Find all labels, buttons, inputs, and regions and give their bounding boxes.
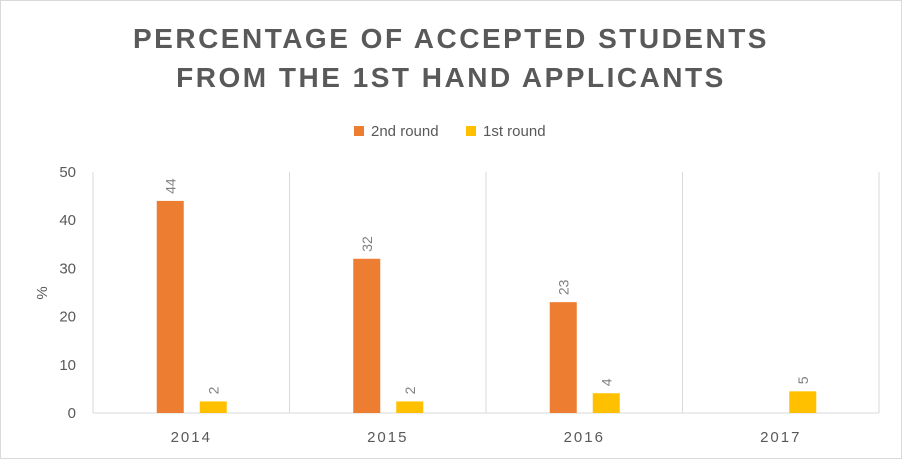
y-tick-label: 40: [59, 212, 76, 229]
bar-1st-round: [592, 393, 620, 413]
bar-1st-round: [789, 391, 817, 413]
bar-2nd-round: [549, 302, 577, 413]
chart-title: PERCENTAGE OF ACCEPTED STUDENTS FROM THE…: [1, 19, 901, 97]
y-tick-label: 50: [59, 164, 76, 181]
legend-swatch-2: [466, 126, 476, 136]
legend-label-1: 2nd round: [371, 123, 439, 140]
bar-1st-round: [199, 401, 227, 413]
data-label: 23: [555, 279, 571, 295]
x-tick-label: 2017: [760, 429, 801, 446]
data-label: 2: [402, 386, 418, 394]
data-label: 5: [795, 376, 811, 384]
legend-swatch-1: [354, 126, 364, 136]
y-axis-title: %: [34, 286, 51, 299]
legend-label-2: 1st round: [483, 123, 546, 140]
y-tick-label: 10: [59, 357, 76, 374]
bar-1st-round: [396, 401, 424, 413]
bar-2nd-round: [156, 200, 184, 413]
chart-title-line-2: FROM THE 1ST HAND APPLICANTS: [176, 62, 726, 93]
data-label: 44: [162, 178, 178, 194]
data-label: 32: [359, 236, 375, 252]
y-tick-label: 30: [59, 260, 76, 277]
chart-title-line-1: PERCENTAGE OF ACCEPTED STUDENTS: [133, 23, 769, 54]
data-label: 4: [598, 378, 614, 386]
y-tick-label: 0: [68, 405, 76, 422]
x-tick-label: 2014: [171, 429, 212, 446]
x-tick-label: 2015: [367, 429, 408, 446]
x-tick-label: 2016: [564, 429, 605, 446]
data-label: 2: [205, 386, 221, 394]
bar-2nd-round: [353, 258, 381, 413]
y-tick-label: 20: [59, 309, 76, 326]
